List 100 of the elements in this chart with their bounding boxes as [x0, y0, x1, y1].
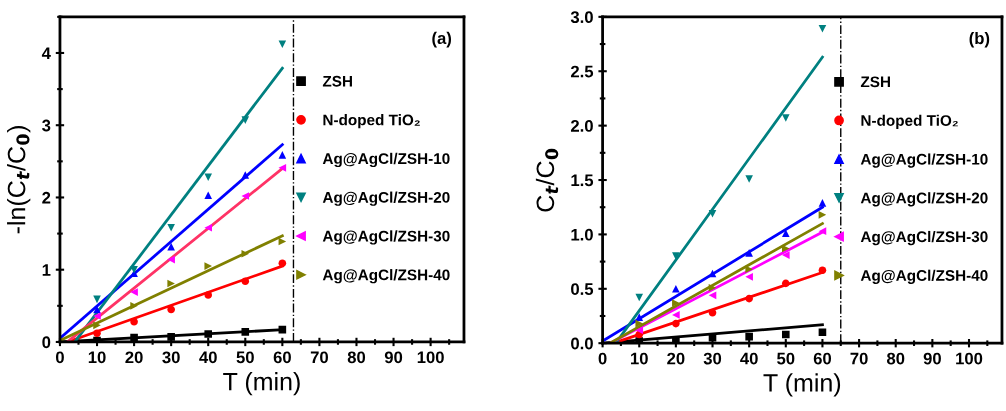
x-tick-label: 100	[417, 351, 444, 364]
point	[672, 311, 680, 319]
legend-label: Ag@AgCl/ZSH-20	[860, 192, 988, 207]
point	[167, 333, 175, 341]
point	[278, 259, 287, 268]
point	[708, 209, 717, 218]
point	[241, 250, 250, 258]
y-tick-label: 1	[42, 264, 51, 276]
x-tick-label: 20	[125, 351, 143, 364]
point	[818, 227, 827, 235]
point	[818, 211, 827, 219]
y-tick-label: 1.0	[571, 228, 593, 241]
x-tick-label: 90	[923, 352, 941, 365]
point	[745, 265, 753, 274]
point	[635, 313, 644, 321]
legend-label: Ag@AgCl/ZSH-20	[322, 191, 450, 206]
y-tick-label: 3	[42, 119, 51, 132]
x-tick-label: 100	[956, 352, 983, 365]
point	[241, 277, 250, 286]
x-tick-label: 50	[777, 352, 795, 365]
point	[635, 326, 644, 334]
x-tick-label: 20	[667, 352, 685, 365]
y-tick-label: 2	[42, 191, 51, 204]
y-tick-label: 0.0	[571, 337, 593, 350]
point	[241, 171, 250, 179]
point	[204, 262, 213, 270]
legend-label: Ag@AgCl/ZSH-40	[860, 269, 988, 284]
y-tick-label: 3.0	[570, 11, 593, 24]
point	[204, 330, 213, 338]
legend-label: ZSH	[860, 76, 890, 88]
point	[745, 175, 753, 183]
y-tick-label: 2.0	[570, 120, 593, 132]
point	[672, 319, 680, 328]
point	[130, 288, 138, 296]
x-tick-label: 10	[631, 352, 648, 365]
x-tick-label: 60	[273, 351, 291, 364]
point	[635, 319, 644, 328]
x-tick-label: 10	[88, 351, 106, 364]
x-tick-label: 70	[310, 351, 328, 364]
x-axis-title: T (min)	[223, 372, 300, 396]
annotation: (a)	[432, 31, 452, 48]
x-tick-label: 80	[886, 352, 905, 365]
y-tick-label: 2.5	[570, 65, 594, 78]
x-tick-label: 40	[199, 351, 217, 364]
x-tick-label: 30	[162, 351, 180, 364]
point	[818, 266, 827, 275]
x-tick-label: 70	[850, 352, 868, 365]
point	[130, 333, 138, 342]
legend-label: ZSH	[322, 75, 352, 87]
point	[745, 332, 753, 341]
legend-label: N-doped TiO₂	[861, 114, 958, 129]
point	[241, 328, 250, 336]
point	[781, 114, 790, 122]
point	[241, 116, 250, 124]
legend-label: Ag@AgCl/ZSH-10	[860, 153, 988, 168]
point	[167, 279, 175, 288]
x-tick-label: 40	[740, 352, 758, 365]
point	[745, 249, 753, 257]
point	[781, 244, 790, 253]
legend-label: Ag@AgCl/ZSH-40	[322, 269, 450, 284]
point	[708, 291, 717, 300]
x-tick-label: 0	[598, 352, 607, 365]
point	[818, 199, 827, 207]
point	[781, 330, 790, 339]
x-tick-label: 30	[703, 352, 722, 365]
legend-label: Ag@AgCl/ZSH-30	[322, 230, 450, 245]
point	[204, 291, 213, 299]
point	[672, 284, 680, 293]
point	[278, 151, 287, 159]
y-axis-title: C$_{t}$/C$_{0}$	[535, 148, 559, 212]
point	[167, 305, 175, 314]
point	[781, 229, 790, 238]
point	[781, 279, 790, 288]
point	[745, 273, 753, 281]
point	[93, 329, 101, 338]
point	[241, 192, 250, 200]
y-tick-label: 0	[42, 336, 51, 349]
point	[672, 299, 680, 307]
x-tick-label: 90	[384, 351, 403, 364]
legend-label: Ag@AgCl/ZSH-30	[860, 230, 988, 246]
point	[278, 164, 287, 172]
point	[781, 251, 790, 259]
point	[93, 321, 101, 330]
y-tick-label: 0.5	[571, 283, 594, 295]
x-tick-label: 60	[813, 352, 832, 365]
x-tick-label: 50	[236, 351, 254, 364]
x-tick-label: 0	[55, 351, 64, 364]
point	[745, 294, 753, 303]
point	[818, 25, 827, 33]
point	[204, 173, 213, 182]
legend-label: Ag@AgCl/ZSH-10	[322, 152, 450, 168]
point	[672, 252, 680, 260]
point	[167, 255, 175, 264]
x-tick-label: 80	[347, 351, 366, 364]
point	[204, 224, 213, 232]
point	[204, 191, 213, 200]
y-tick-label: 1.5	[571, 174, 594, 187]
point	[93, 312, 101, 320]
point	[130, 265, 138, 274]
point	[167, 224, 175, 232]
